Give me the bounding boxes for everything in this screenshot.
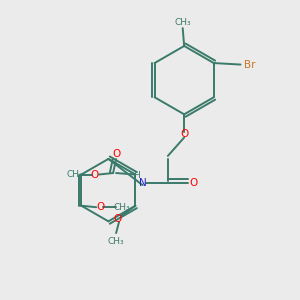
Text: O: O (113, 214, 122, 224)
Text: O: O (190, 178, 198, 188)
Text: CH₃: CH₃ (66, 170, 83, 179)
Text: O: O (112, 149, 120, 159)
Text: O: O (90, 169, 98, 179)
Text: O: O (97, 202, 105, 212)
Text: N: N (139, 178, 146, 188)
Text: CH₃: CH₃ (113, 203, 130, 212)
Text: CH₃: CH₃ (108, 237, 124, 246)
Text: O: O (180, 129, 188, 139)
Text: CH₃: CH₃ (174, 18, 191, 27)
Text: Br: Br (244, 59, 255, 70)
Text: H: H (133, 171, 140, 180)
